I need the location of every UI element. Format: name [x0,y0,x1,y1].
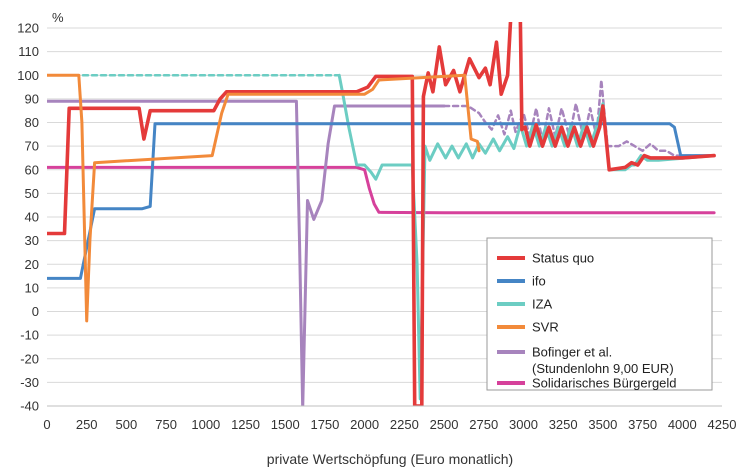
y-axis-unit: % [52,10,64,25]
x-tick-label: 3500 [588,417,617,432]
legend-label: IZA [532,297,553,312]
y-tick-label: 30 [25,233,39,248]
y-tick-label: 50 [25,186,39,201]
x-tick-label: 2750 [469,417,498,432]
legend-label: ifo [532,274,546,289]
y-tick-label: 10 [25,280,39,295]
series-line-solidarisches-b-rgergeld [47,165,716,215]
y-tick-labels: -40 -30 -20 -10 0 10 20 30 40 50 60 70 80 90 100 110 120 [17,21,39,414]
y-tick-label: -10 [20,328,39,343]
y-tick-label: 110 [18,44,39,59]
y-tick-label: -40 [20,399,39,414]
legend-label: SVR [532,320,559,335]
y-tick-label: 60 [25,162,39,177]
x-tick-label: 1750 [310,417,339,432]
legend-box [486,237,713,391]
y-tick-label: -30 [20,375,39,390]
x-tick-label: 500 [116,417,138,432]
series-line-status-quo-tail [518,22,716,172]
x-tick-label: 2000 [350,417,379,432]
x-tick-label: 1000 [191,417,220,432]
y-tick-label: 90 [25,91,39,106]
x-tick-label: 3000 [509,417,538,432]
y-tick-label: 100 [17,68,39,83]
y-tick-label: 0 [32,304,39,319]
series-line-svr [47,73,481,323]
legend-label: (Stundenlohn 9,00 EUR) [532,361,674,376]
y-tick-label: 20 [25,257,39,272]
y-tick-label: 120 [17,21,39,36]
series-line-ifo [47,122,716,280]
legend-label: Solidarisches Bürgergeld [532,376,677,391]
x-axis-title: private Wertschöpfung (Euro monatlich) [267,451,513,467]
series-line-bofinger-et-al-stundenlohn-9-00-eur [47,99,446,406]
legend-label: Bofinger et al. [532,345,612,360]
x-tick-label: 2250 [390,417,419,432]
x-tick-label: 1250 [231,417,260,432]
x-tick-label: 1500 [271,417,300,432]
x-tick-label: 3750 [628,417,657,432]
x-tick-label: 250 [76,417,98,432]
series-lines [47,22,716,406]
legend-label: Status quo [532,251,594,266]
x-tick-label: 750 [155,417,177,432]
legend: Status quo ifo IZA SVR Bofinger et al.(Stund… [486,237,713,391]
y-tick-label: 40 [25,210,39,225]
series-line-status-quo [47,22,513,406]
x-tick-label: 3250 [549,417,578,432]
y-tick-label: 70 [25,139,39,154]
x-tick-label: 4250 [708,417,737,432]
x-tick-labels: 0 250 500 750 1000 1250 1500 1750 2000 2250 2500 27… [43,417,736,432]
y-tick-label: 80 [25,115,39,130]
x-tick-label: 0 [43,417,50,432]
y-tick-label: -20 [20,351,39,366]
x-tick-label: 4000 [668,417,697,432]
x-tick-label: 2500 [430,417,459,432]
